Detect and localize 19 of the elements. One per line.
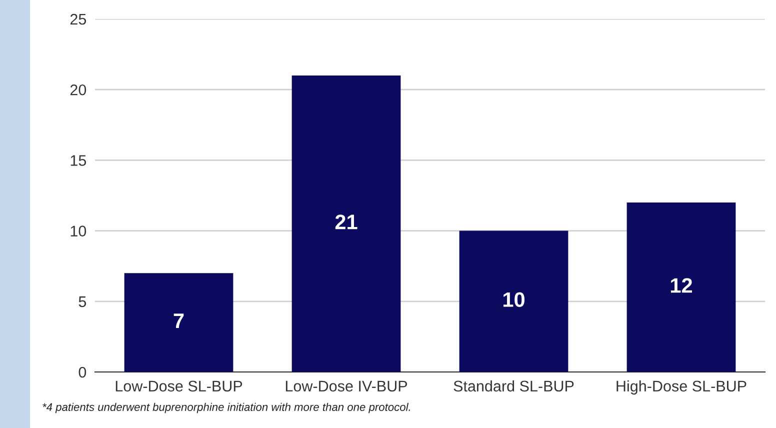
x-tick-label: Low-Dose SL-BUP — [116, 380, 242, 392]
x-tick-label: High-Dose SL-BUP — [616, 380, 746, 395]
bar — [459, 230, 568, 372]
data-label: 12 — [670, 278, 692, 293]
y-tick-label: 15 — [70, 155, 86, 166]
x-tick-label: Standard SL-BUP — [454, 380, 574, 392]
y-tick-label: 20 — [70, 84, 86, 96]
data-label: 7 — [174, 314, 184, 328]
x-tick-label: Low-Dose IV-BUP — [286, 380, 408, 392]
y-tick-label: 0 — [78, 366, 86, 378]
data-label: 21 — [335, 214, 358, 230]
bar — [124, 273, 234, 372]
bar — [626, 202, 736, 372]
bar — [292, 75, 401, 372]
text: *4 patients underwent buprenorphine initiation with more than one protocol. — [42, 402, 410, 414]
y-tick-label: 25 — [70, 14, 86, 25]
y-tick-label: 5 — [78, 296, 86, 308]
y-tick-label: 10 — [70, 226, 86, 236]
data-label: 10 — [503, 292, 524, 307]
